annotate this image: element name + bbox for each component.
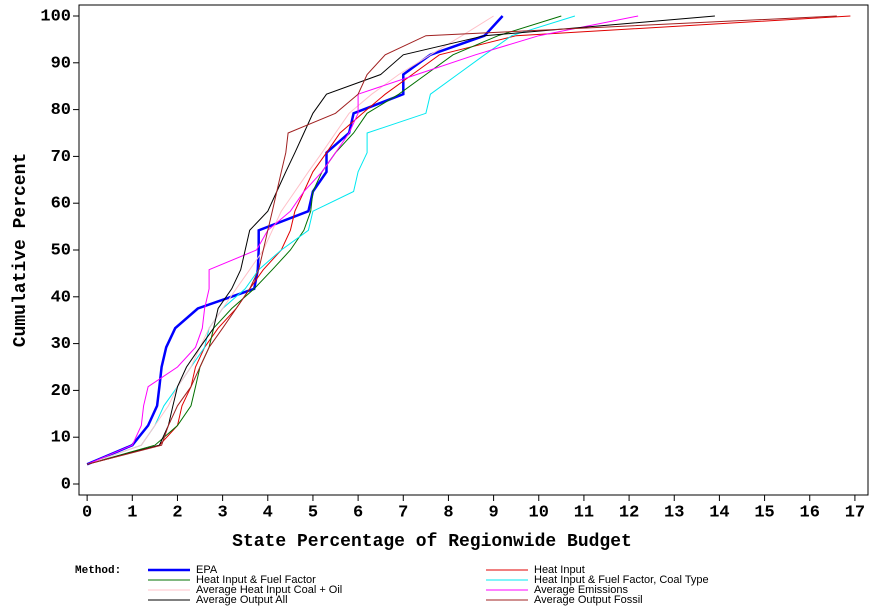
y-axis-title: Cumulative Percent: [11, 153, 31, 347]
x-tick-label: 17: [845, 503, 865, 522]
x-tick-label: 10: [529, 503, 549, 522]
x-axis-title: State Percentage of Regionwide Budget: [232, 532, 632, 552]
legend-label: Average Heat Input Coal + Oil: [196, 584, 342, 596]
legend-label: Heat Input & Fuel Factor: [196, 574, 316, 586]
series-line: [86, 15, 851, 465]
x-tick-label: 14: [709, 503, 729, 522]
y-tick-label: 0: [61, 475, 71, 494]
legend-title: Method:: [75, 565, 121, 577]
y-tick-label: 80: [51, 101, 71, 120]
legend-label: Heat Input & Fuel Factor, Coal Type: [534, 574, 709, 586]
x-tick-label: 13: [664, 503, 684, 522]
y-tick-label: 70: [51, 148, 71, 167]
y-tick-label: 10: [51, 429, 71, 448]
x-tick-label: 11: [574, 503, 594, 522]
x-tick-label: 0: [82, 503, 92, 522]
y-tick-label: 40: [51, 288, 71, 307]
x-tick-label: 6: [353, 503, 363, 522]
series-line: [86, 15, 576, 465]
x-tick-label: 7: [398, 503, 408, 522]
x-tick-label: 8: [443, 503, 453, 522]
x-tick-label: 12: [619, 503, 639, 522]
series-line: [86, 15, 715, 465]
y-tick-label: 20: [51, 382, 71, 401]
x-tick-label: 9: [488, 503, 498, 522]
y-tick-label: 30: [51, 335, 71, 354]
legend-label: Average Output Fossil: [534, 594, 643, 606]
x-tick-label: 2: [172, 503, 182, 522]
x-tick-label: 1: [127, 503, 137, 522]
y-tick-label: 60: [51, 195, 71, 214]
series-line: [86, 15, 494, 465]
y-tick-label: 100: [40, 7, 71, 26]
x-tick-label: 15: [754, 503, 774, 522]
plot-frame: [78, 4, 869, 496]
legend-label: Heat Input: [534, 564, 585, 576]
series-line: [86, 15, 837, 465]
series-line: [86, 15, 562, 465]
x-tick-label: 3: [218, 503, 228, 522]
y-tick-label: 50: [51, 241, 71, 260]
legend-label: EPA: [196, 564, 218, 576]
legend-label: Average Emissions: [534, 584, 628, 596]
y-tick-label: 90: [51, 54, 71, 73]
x-tick-label: 16: [800, 503, 820, 522]
series-line: [86, 15, 639, 465]
x-tick-label: 5: [308, 503, 318, 522]
legend-label: Average Output All: [196, 594, 288, 606]
x-tick-label: 4: [263, 503, 273, 522]
